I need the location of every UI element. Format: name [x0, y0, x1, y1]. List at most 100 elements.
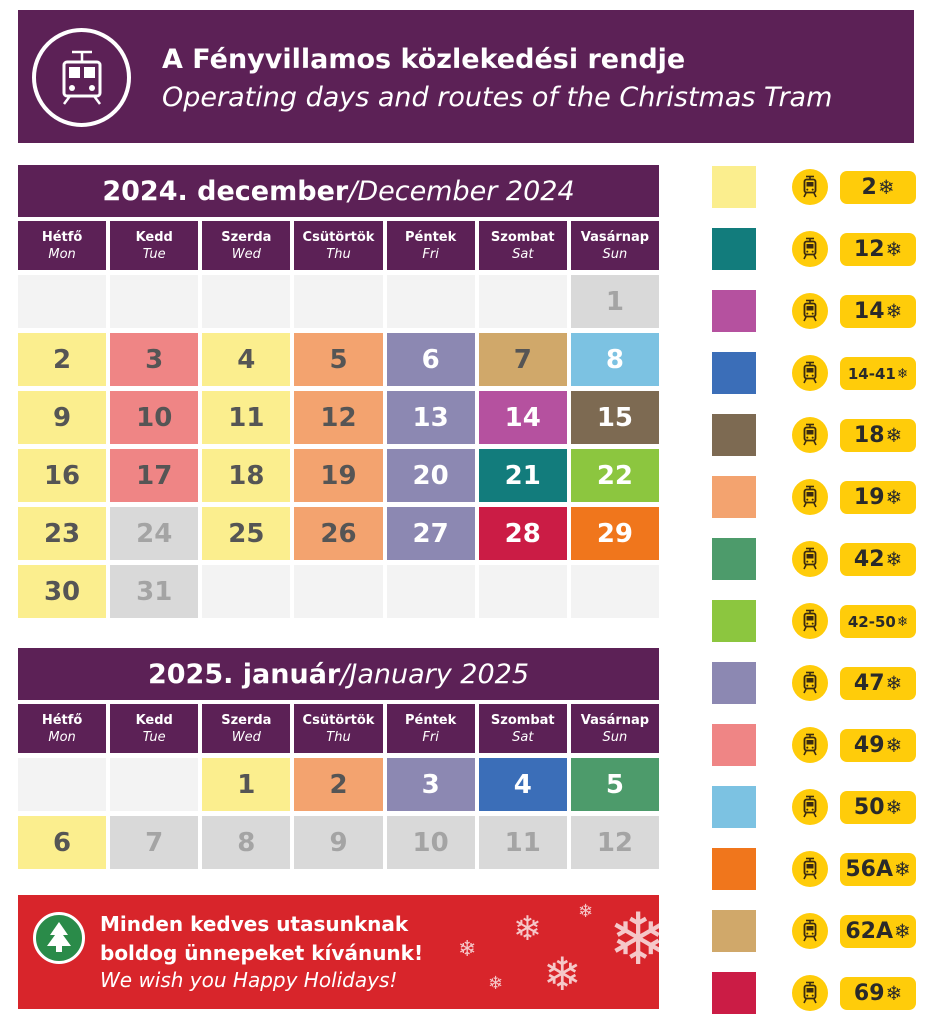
snowflake-decoration-icon: ❄ [578, 901, 594, 922]
month-title-en: December 2024 [357, 175, 575, 207]
weekday-name-en: Mon [48, 729, 76, 745]
weekday-name-hu: Péntek [404, 712, 457, 728]
greeting-line-2: boldog ünnepeket kívánunk! [100, 941, 424, 965]
weekday-name-en: Wed [231, 729, 261, 745]
calendar-day-cell: 3 [386, 758, 475, 811]
weekday-name-hu: Vasárnap [580, 229, 650, 245]
route-number: 14 [853, 299, 885, 324]
calendar-day-cell: 14 [478, 391, 567, 444]
weekday-name-hu: Csütörtök [302, 229, 375, 245]
calendar-grid-january: Hétfő Mon Kedd Tue Szerda Wed Csütörtök Thu Pént… [18, 704, 659, 869]
weekday-name-en: Sat [512, 729, 534, 745]
snowflake-decoration-icon: ❄ [488, 973, 504, 994]
calendar-day-cell: 2 [18, 333, 107, 386]
tram-icon [792, 727, 828, 763]
calendar-day-cell: 21 [478, 449, 567, 502]
header-banner: A Fényvillamos közlekedési rendje Operat… [18, 10, 914, 143]
route-color-swatch [712, 600, 756, 642]
calendar-day-cell: 25 [202, 507, 291, 560]
calendar-day-cell: 13 [386, 391, 475, 444]
weekday-header: Kedd Tue [110, 704, 199, 753]
calendar-day-cell: 27 [386, 507, 475, 560]
calendar-day-cell: 6 [18, 816, 107, 869]
route-number: 62A [845, 919, 894, 944]
weekday-name-en: Mon [48, 246, 76, 262]
tram-icon [792, 293, 828, 329]
weekday-name-en: Sat [512, 246, 534, 262]
page-title-english: Operating days and routes of the Christm… [162, 82, 833, 113]
month-title-hu: 2025. január [147, 658, 341, 690]
tram-icon [792, 231, 828, 267]
route-color-swatch [712, 476, 756, 518]
greeting-line-3: We wish you Happy Holidays! [100, 968, 398, 992]
holiday-greeting-banner: Minden kedves utasunknak boldog ünnepeke… [18, 895, 659, 1009]
calendar-cell-empty [18, 758, 107, 811]
route-number-badge: 14-41 ❄ [840, 357, 916, 390]
calendar-day-cell: 4 [202, 333, 291, 386]
route-number: 69 [853, 981, 885, 1006]
calendar-day-cell: 1 [570, 275, 659, 328]
calendar-day-cell: 17 [110, 449, 199, 502]
route-number-badge: 19 ❄ [840, 481, 916, 514]
calendar-cell-empty [18, 275, 107, 328]
calendar-cell-empty [386, 275, 475, 328]
calendar-day-cell: 10 [386, 816, 475, 869]
route-color-swatch [712, 972, 756, 1014]
calendar-cell-empty [478, 275, 567, 328]
tram-icon [792, 851, 828, 887]
calendar-day-cell: 15 [570, 391, 659, 444]
calendar-day-cell: 5 [570, 758, 659, 811]
legend-row: 42-50 ❄ [712, 600, 917, 642]
legend-row: 12 ❄ [712, 228, 917, 270]
route-number-badge: 62A ❄ [840, 915, 916, 948]
snowflake-icon: ❄ [894, 920, 911, 943]
route-number: 42 [853, 547, 885, 572]
calendar-day-cell: 8 [202, 816, 291, 869]
route-number: 14-41 [847, 364, 896, 383]
month-title-en: January 2025 [349, 658, 530, 690]
weekday-name-en: Fri [422, 729, 439, 745]
weekday-header: Szombat Sat [478, 221, 567, 270]
route-color-swatch [712, 352, 756, 394]
snowflake-icon: ❄ [896, 613, 909, 630]
tram-icon [792, 913, 828, 949]
weekday-name-hu: Kedd [135, 712, 173, 728]
weekday-header: Kedd Tue [110, 221, 199, 270]
calendar-cell-empty [294, 275, 383, 328]
calendar-cell-empty [202, 565, 291, 618]
snowflake-icon: ❄ [885, 796, 903, 819]
weekday-name-hu: Hétfő [41, 229, 83, 245]
calendar-day-cell: 26 [294, 507, 383, 560]
weekday-header: Vasárnap Sun [570, 704, 659, 753]
route-color-swatch [712, 910, 756, 952]
weekday-header: Vasárnap Sun [570, 221, 659, 270]
weekday-header: Szombat Sat [478, 704, 567, 753]
calendar-day-cell: 1 [202, 758, 291, 811]
legend-row: 2 ❄ [712, 166, 917, 208]
legend-row: 42 ❄ [712, 538, 917, 580]
weekday-header: Hétfő Mon [18, 704, 107, 753]
route-number: 19 [853, 485, 885, 510]
route-number-badge: 50 ❄ [840, 791, 916, 824]
route-color-swatch [712, 166, 756, 208]
route-number: 47 [853, 671, 885, 696]
tram-icon [792, 541, 828, 577]
christmas-tree-icon [33, 912, 85, 964]
calendar-day-cell: 2 [294, 758, 383, 811]
month-title-december: 2024. december / December 2024 [18, 165, 659, 217]
weekday-name-en: Tue [142, 729, 166, 745]
calendar-day-cell: 10 [110, 391, 199, 444]
weekday-name-hu: Szerda [221, 712, 272, 728]
christmas-tram-logo-icon [32, 28, 131, 127]
calendar-day-cell: 4 [478, 758, 567, 811]
snowflake-icon: ❄ [885, 238, 903, 261]
tram-icon [792, 355, 828, 391]
snowflake-decoration-icon: ❄ [513, 909, 542, 949]
route-number: 49 [853, 733, 885, 758]
calendar-day-cell: 31 [110, 565, 199, 618]
route-number: 56A [845, 857, 894, 882]
route-number: 18 [853, 423, 885, 448]
tram-icon [792, 789, 828, 825]
legend-row: 19 ❄ [712, 476, 917, 518]
calendar-day-cell: 28 [478, 507, 567, 560]
